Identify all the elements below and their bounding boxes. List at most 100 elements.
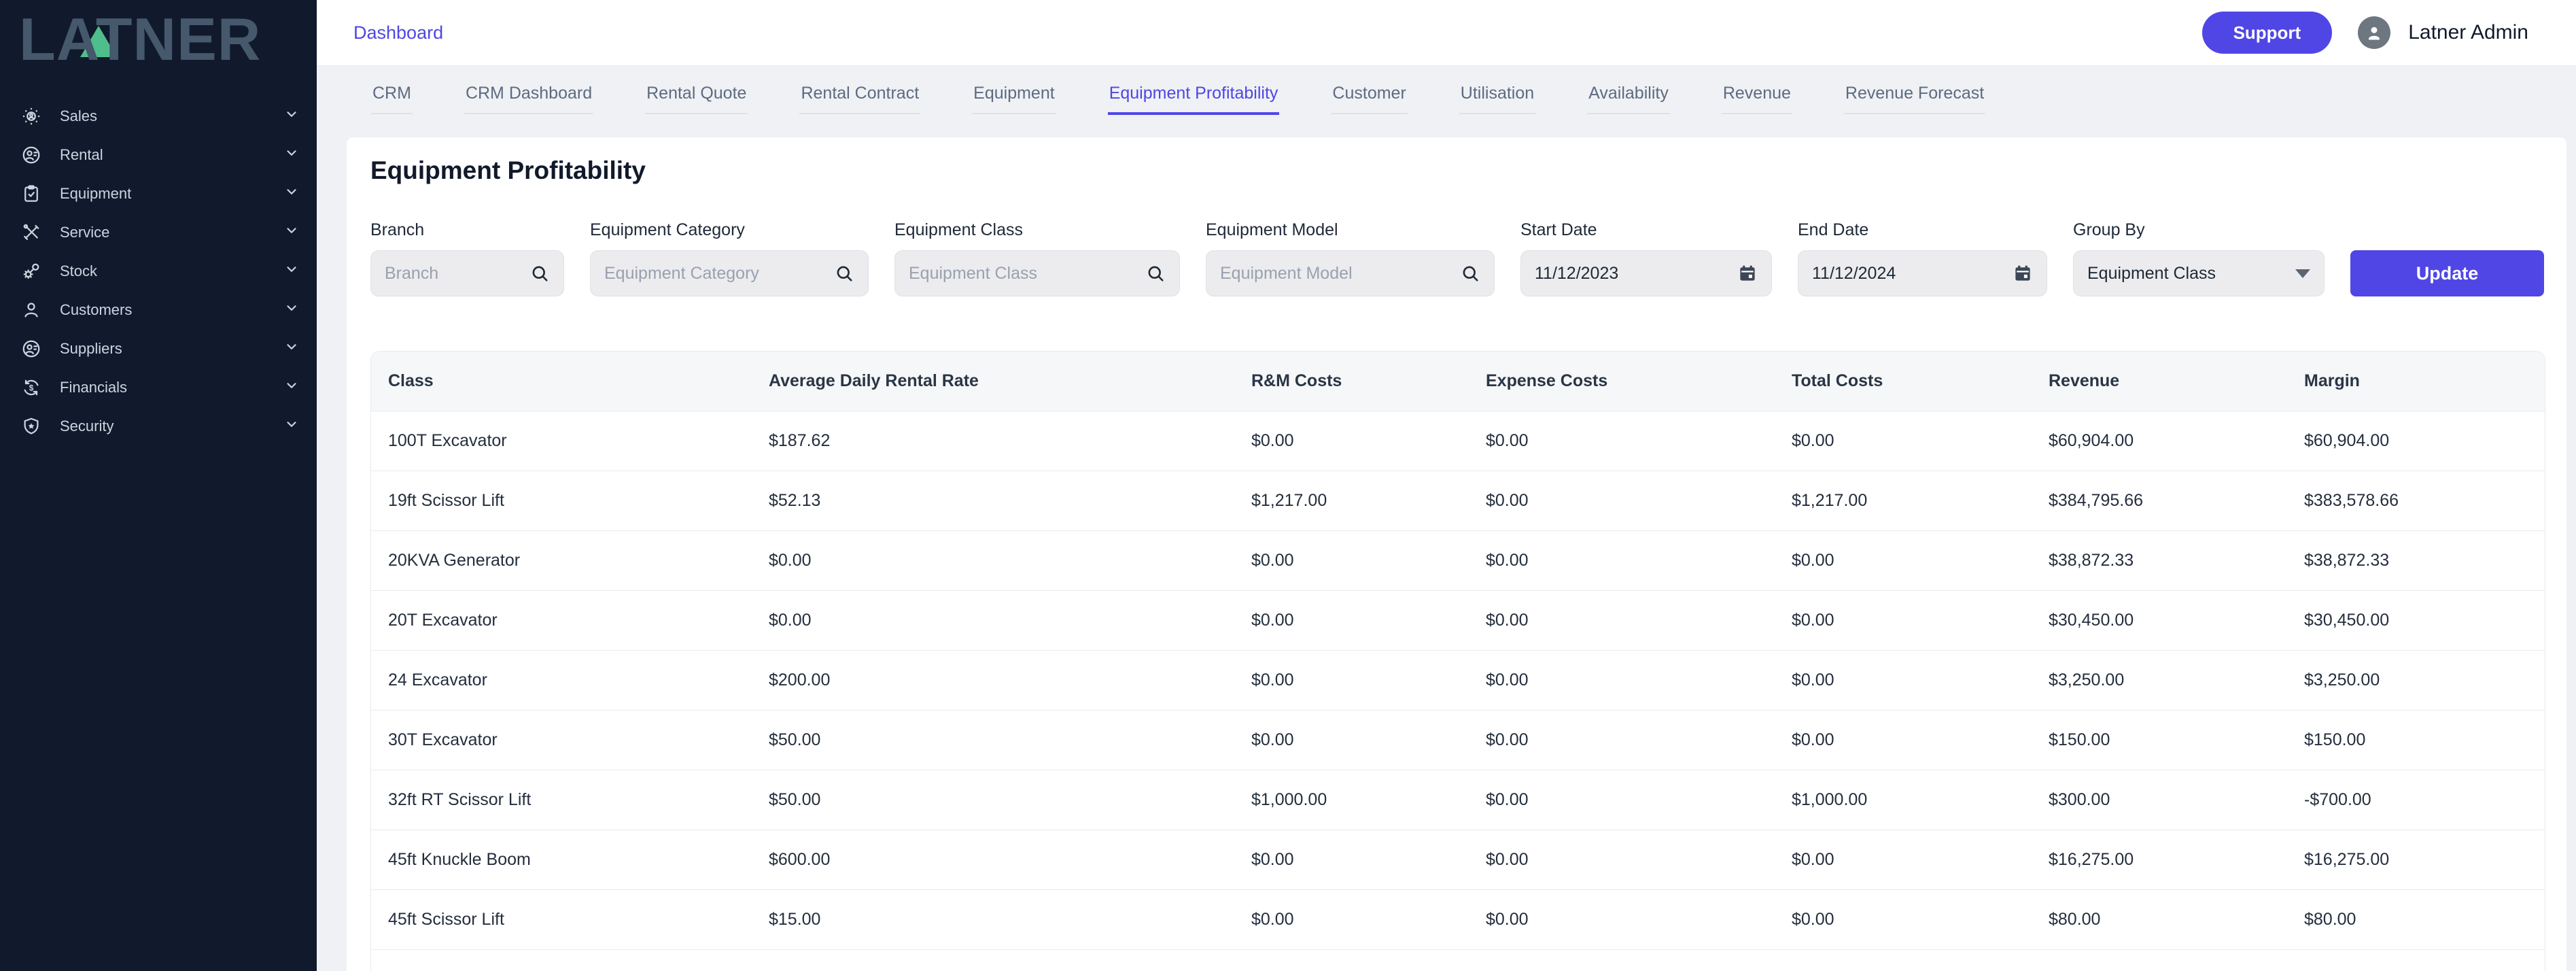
cell-revenue: $3,250.00 — [2049, 670, 2125, 689]
sidebar-item-sales[interactable]: Sales — [0, 97, 317, 135]
cell-expense-costs: $0.00 — [1486, 790, 1529, 809]
cell-class: 45ft Scissor Lift — [388, 910, 504, 929]
stock-icon — [20, 260, 42, 282]
sidebar-item-label: Rental — [60, 146, 103, 163]
equipment-category-input[interactable] — [604, 263, 826, 284]
top-right-group: Support Latner Admin — [2201, 12, 2528, 54]
security-icon — [20, 415, 42, 437]
sidebar-item-equipment[interactable]: Equipment — [0, 174, 317, 213]
cell-class: 20KVA Generator — [388, 551, 521, 570]
sidebar-item-security[interactable]: Security — [0, 407, 317, 445]
tab-equipment-profitability[interactable]: Equipment Profitability — [1107, 80, 1280, 124]
sidebar-item-label: Suppliers — [60, 339, 122, 357]
equipment-model-input-box — [1206, 250, 1495, 296]
cell-margin: -$700.00 — [2304, 790, 2371, 809]
sidebar-item-stock[interactable]: Stock — [0, 252, 317, 290]
cell-revenue: $0.00 — [2049, 970, 2304, 971]
tab-crm[interactable]: CRM — [371, 80, 413, 124]
sidebar-item-label: Financials — [60, 378, 128, 396]
cell-avg-daily-rental-rate: $52.13 — [769, 491, 821, 510]
update-button[interactable]: Update — [2350, 250, 2544, 296]
table-row: 30T Excavator $50.00 $0.00 $0.00 $0.00 $… — [371, 711, 2545, 770]
filter-label: Equipment Class — [894, 220, 1023, 239]
logo-text: LATNER — [19, 5, 262, 73]
calendar-icon[interactable] — [2013, 263, 2033, 284]
filter-update: Update — [2350, 250, 2544, 296]
branch-input[interactable] — [385, 263, 521, 284]
tab-availability[interactable]: Availability — [1587, 80, 1670, 124]
table-row: 45ft Scissor Lift $15.00 $0.00 $0.00 $0.… — [371, 890, 2545, 950]
tab-revenue-forecast[interactable]: Revenue Forecast — [1843, 80, 1986, 124]
end-date-input-box — [1798, 250, 2047, 296]
tab-revenue[interactable]: Revenue — [1721, 80, 1792, 124]
search-icon — [834, 263, 854, 284]
breadcrumb-dashboard-link[interactable]: Dashboard — [353, 22, 444, 43]
cell-expense-costs: $0.00 — [1486, 491, 1529, 510]
calendar-icon[interactable] — [1737, 263, 1758, 284]
equipment-class-input[interactable] — [909, 263, 1137, 284]
search-icon — [1145, 263, 1166, 284]
cell-revenue: $150.00 — [2049, 730, 2110, 749]
equipment-class-input-box — [894, 250, 1180, 296]
cell-avg-daily-rental-rate: $50.00 — [769, 790, 821, 809]
filter-branch: Branch — [370, 220, 564, 296]
user-name: Latner Admin — [2408, 21, 2528, 44]
tab-rental-quote[interactable]: Rental Quote — [645, 80, 748, 124]
filter-label: Equipment Model — [1206, 220, 1338, 239]
start-date-input-box — [1520, 250, 1772, 296]
cell-total-costs: $0.00 — [1792, 551, 1834, 570]
sidebar-item-suppliers[interactable]: Suppliers — [0, 329, 317, 368]
filter-label: Start Date — [1520, 220, 1597, 239]
cell-revenue: $384,795.66 — [2049, 491, 2144, 510]
equipment-model-input[interactable] — [1220, 263, 1452, 284]
sidebar-item-service[interactable]: Service — [0, 213, 317, 252]
cell-avg-daily-rental-rate: $600.00 — [769, 850, 831, 869]
cell-class: 30T Excavator — [388, 730, 498, 749]
cell-class: 45ft Knuckle Boom — [388, 850, 531, 869]
cell-avg-daily-rental-rate: $0.00 — [769, 551, 812, 570]
chevron-down-icon — [284, 339, 299, 358]
user-avatar[interactable] — [2358, 16, 2391, 49]
cell-avg-daily-rental-rate: $0.00 — [769, 611, 812, 630]
chevron-down-icon — [284, 146, 299, 164]
cell-avg-daily-rental-rate: $187.62 — [769, 431, 831, 450]
filter-start-date: Start Date — [1520, 220, 1772, 296]
sidebar-item-customers[interactable]: Customers — [0, 290, 317, 329]
tab-rental-contract[interactable]: Rental Contract — [799, 80, 920, 124]
cell-margin: $150.00 — [2304, 730, 2366, 749]
chevron-down-icon — [284, 107, 299, 125]
cell-total-costs: $0.00 — [1792, 850, 1834, 869]
tab-utilisation[interactable]: Utilisation — [1459, 80, 1536, 124]
sidebar-item-financials[interactable]: $ Financials — [0, 368, 317, 407]
tab-customer[interactable]: Customer — [1331, 80, 1408, 124]
sidebar-item-label: Stock — [60, 262, 98, 279]
cell-margin: $80.00 — [2304, 910, 2356, 929]
column-header-rm-costs: R&M Costs — [1251, 371, 1342, 390]
content-card: Equipment Profitability Branch Equipment… — [347, 137, 2566, 971]
sidebar-item-label: Sales — [60, 107, 98, 124]
brand-logo: LATNER — [0, 0, 317, 73]
group-by-select[interactable]: Equipment Class — [2073, 250, 2325, 296]
filter-label: End Date — [1798, 220, 1869, 239]
cell-rm-costs: $0.00 — [1251, 431, 1294, 450]
start-date-input[interactable] — [1535, 263, 1729, 284]
end-date-input[interactable] — [1812, 263, 2004, 284]
tab-equipment[interactable]: Equipment — [972, 80, 1056, 124]
cell-total-costs: $0.00 — [1792, 730, 1834, 749]
top-header: Dashboard Support Latner Admin — [317, 0, 2576, 66]
group-by-value: Equipment Class — [2087, 263, 2216, 283]
sidebar-item-rental[interactable]: Rental — [0, 135, 317, 174]
tab-crm-dashboard[interactable]: CRM Dashboard — [464, 80, 594, 124]
support-button[interactable]: Support — [2201, 12, 2333, 54]
cell-expense-costs: $0.00 — [1486, 670, 1529, 689]
cell-expense-costs: $0.00 — [1486, 910, 1529, 929]
cell-expense-costs: $0.00 — [1486, 970, 1792, 971]
cell-revenue: $60,904.00 — [2049, 431, 2134, 450]
cell-rm-costs: $80.00 — [1251, 970, 1486, 971]
filter-label: Group By — [2073, 220, 2145, 239]
cell-rm-costs: $0.00 — [1251, 551, 1294, 570]
cell-total-costs: $0.00 — [1792, 431, 1834, 450]
cell-rm-costs: $0.00 — [1251, 730, 1294, 749]
cell-avg-daily-rental-rate: $50.00 — [769, 730, 821, 749]
column-header-avg-daily-rental-rate: Average Daily Rental Rate — [769, 371, 979, 390]
